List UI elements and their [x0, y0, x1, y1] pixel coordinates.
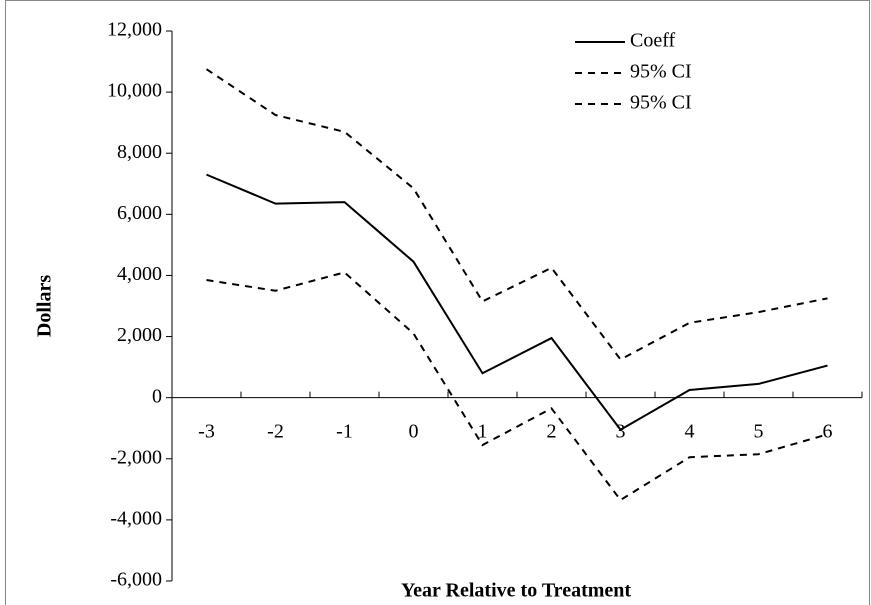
y-tick-label: 12,000: [107, 19, 162, 41]
y-tick-label: 2,000: [117, 324, 162, 346]
x-tick-label: -3: [198, 420, 215, 442]
x-tick-label: 0: [409, 420, 419, 442]
legend-label: 95% CI: [630, 92, 692, 114]
x-tick-label: 4: [685, 420, 695, 442]
x-tick-label: -1: [336, 420, 353, 442]
y-tick-label: -2,000: [110, 446, 162, 468]
legend-label: 95% CI: [630, 61, 692, 83]
y-tick-label: 4,000: [117, 263, 162, 285]
x-axis-label: Year Relative to Treatment: [401, 580, 631, 602]
legend-label: Coeff: [630, 30, 676, 52]
x-tick-label: 1: [478, 420, 488, 442]
y-tick-label: 6,000: [117, 202, 162, 224]
y-tick-label: -4,000: [110, 507, 162, 529]
y-tick-label: -6,000: [110, 569, 162, 591]
x-tick-label: -2: [267, 420, 284, 442]
series-line: [206, 271, 828, 502]
x-tick-label: 5: [754, 420, 764, 442]
y-tick-label: 8,000: [117, 141, 162, 163]
x-tick-label: 3: [616, 420, 626, 442]
x-tick-label: 2: [547, 420, 557, 442]
series-line: [205, 68, 828, 361]
x-tick-label: 6: [823, 420, 833, 442]
y-tick-label: 0: [152, 385, 162, 407]
y-tick-label: 10,000: [107, 80, 162, 102]
y-axis-label: Dollars: [34, 275, 56, 337]
frame: [5, 0, 870, 605]
series-line: [206, 173, 828, 432]
